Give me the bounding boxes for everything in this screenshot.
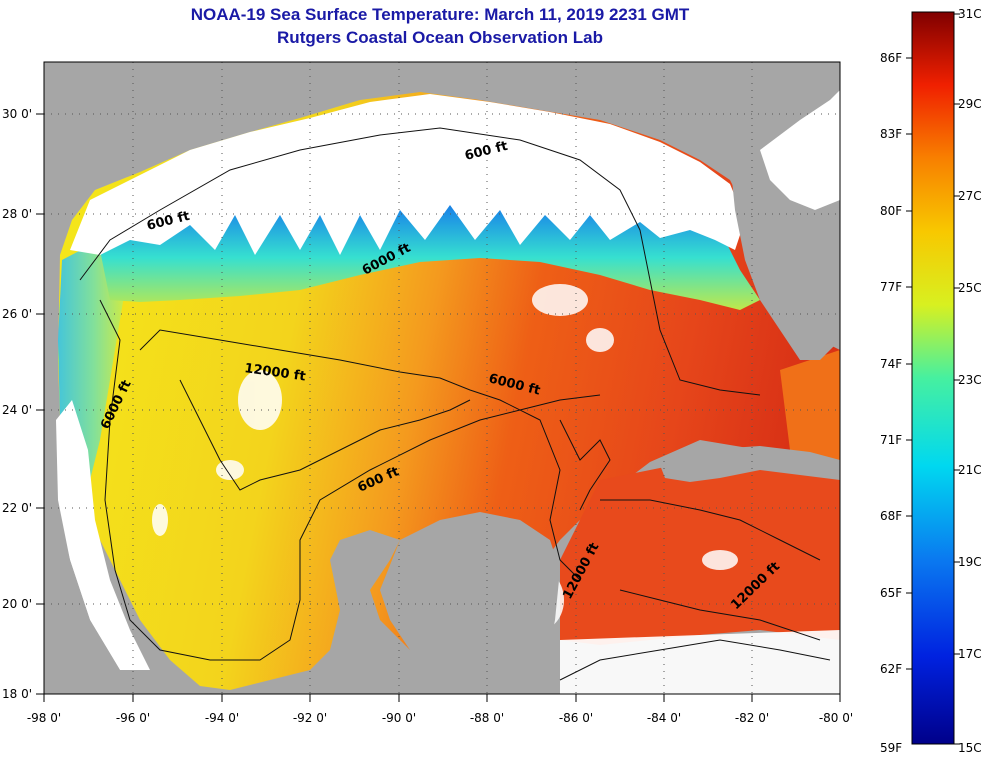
map-subtitle: Rutgers Coastal Ocean Observation Lab — [277, 28, 603, 47]
map-area: 600 ft 600 ft 6000 ft 12000 ft 6000 ft 6… — [44, 62, 840, 694]
colorbar-f-label: 83F — [880, 127, 902, 141]
x-tick-label: -92 0' — [293, 711, 327, 725]
y-tick-label: 18 0' — [2, 687, 32, 701]
x-tick-label: -86 0' — [559, 711, 593, 725]
cuba — [660, 446, 840, 482]
x-tick-label: -98 0' — [27, 711, 61, 725]
colorbar-f-label: 77F — [880, 280, 902, 294]
colorbar-c-label: 17C — [958, 647, 982, 661]
x-tick-label: -96 0' — [116, 711, 150, 725]
colorbar-c-label: 29C — [958, 97, 982, 111]
colorbar-f-label: 80F — [880, 204, 902, 218]
yucatan — [380, 512, 560, 694]
y-tick-label: 20 0' — [2, 597, 32, 611]
y-tick-label: 26 0' — [2, 307, 32, 321]
colorbar-gradient — [911, 11, 955, 745]
colorbar-c-label: 21C — [958, 463, 982, 477]
y-tick-label: 30 0' — [2, 107, 32, 121]
colorbar-c-label: 25C — [958, 281, 982, 295]
colorbar-f-label: 68F — [880, 509, 902, 523]
x-tick-label: -88 0' — [470, 711, 504, 725]
y-tick-label: 24 0' — [2, 403, 32, 417]
colorbar-c-label: 15C — [958, 741, 982, 755]
caribbean-water — [560, 460, 840, 645]
x-tick-label: -82 0' — [735, 711, 769, 725]
colorbar-f-label: 71F — [880, 433, 902, 447]
grid — [44, 62, 840, 694]
x-tick-label: -84 0' — [647, 711, 681, 725]
colorbar-f-label: 86F — [880, 51, 902, 65]
x-tick-label: -90 0' — [382, 711, 416, 725]
y-tick-label: 28 0' — [2, 207, 32, 221]
colorbar-c-label: 27C — [958, 189, 982, 203]
colorbar-c-label: 19C — [958, 555, 982, 569]
bathymetry-contours — [79, 127, 831, 681]
y-tick-label: 22 0' — [2, 501, 32, 515]
colorbar-f-label: 65F — [880, 586, 902, 600]
colorbar-c-label: 23C — [958, 373, 982, 387]
colorbar: 86F 83F 80F 77F 74F 71F 68F 65F 62F 59F … — [880, 7, 982, 755]
y-axis-labels: 30 0' 28 0' 26 0' 24 0' 22 0' 20 0' 18 0… — [2, 107, 32, 701]
colorbar-f-label: 62F — [880, 662, 902, 676]
x-tick-label: -80 0' — [819, 711, 853, 725]
x-axis-labels: -98 0' -96 0' -94 0' -92 0' -90 0' -88 0… — [27, 711, 853, 725]
colorbar-f-label: 74F — [880, 357, 902, 371]
x-tick-label: -94 0' — [205, 711, 239, 725]
cloud-north — [70, 94, 745, 255]
map-title: NOAA-19 Sea Surface Temperature: March 1… — [190, 5, 690, 24]
colorbar-f-label: 59F — [880, 741, 902, 755]
cloud-west — [56, 400, 150, 670]
colorbar-c-label: 31C — [958, 7, 982, 21]
plot-frame — [43, 61, 841, 695]
